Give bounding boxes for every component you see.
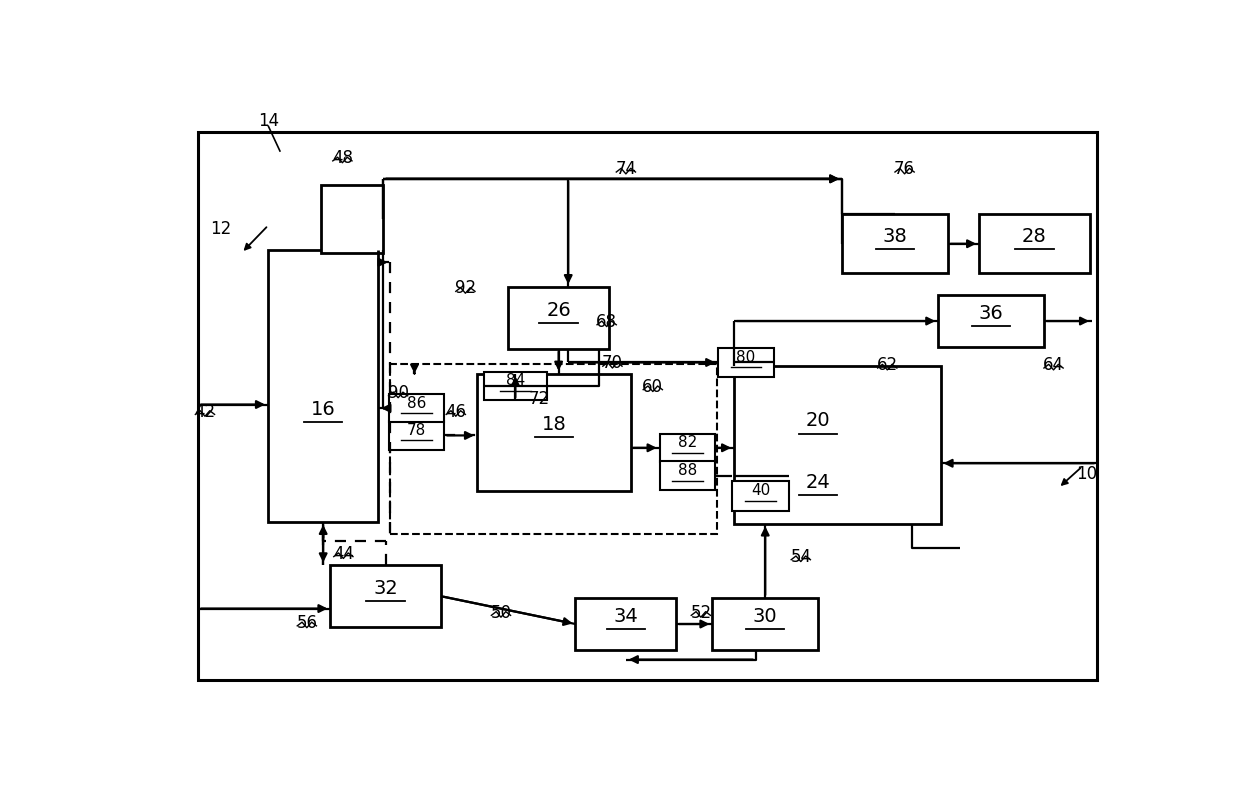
Text: 78: 78 xyxy=(407,422,427,437)
Text: 24: 24 xyxy=(806,472,831,492)
Bar xyxy=(660,462,715,490)
Text: 34: 34 xyxy=(614,606,639,625)
Text: 28: 28 xyxy=(1022,226,1047,245)
Bar xyxy=(660,434,715,463)
Bar xyxy=(734,367,941,524)
Bar xyxy=(508,288,609,350)
Text: 60: 60 xyxy=(642,378,663,395)
Text: 10: 10 xyxy=(1076,464,1097,482)
Text: 40: 40 xyxy=(750,483,770,498)
Bar xyxy=(388,395,444,423)
Text: 12: 12 xyxy=(210,220,231,238)
Text: 16: 16 xyxy=(311,399,336,418)
Bar xyxy=(712,598,818,650)
Text: 48: 48 xyxy=(332,149,353,167)
Text: 82: 82 xyxy=(678,435,697,450)
Text: 56: 56 xyxy=(296,614,317,631)
Text: 14: 14 xyxy=(258,112,279,130)
Bar xyxy=(477,374,631,492)
Text: 18: 18 xyxy=(542,415,567,434)
Text: 44: 44 xyxy=(332,545,353,562)
Text: 36: 36 xyxy=(978,303,1003,322)
Bar xyxy=(939,295,1044,348)
Text: 38: 38 xyxy=(883,226,908,245)
Text: 80: 80 xyxy=(737,350,755,364)
Bar xyxy=(718,349,774,377)
Text: 88: 88 xyxy=(678,463,697,477)
Text: 74: 74 xyxy=(615,160,636,178)
Text: 70: 70 xyxy=(601,354,622,372)
Text: 42: 42 xyxy=(195,402,216,420)
Text: 32: 32 xyxy=(373,578,398,597)
Text: 72: 72 xyxy=(528,390,551,408)
Text: 90: 90 xyxy=(388,383,409,402)
Bar xyxy=(484,372,547,401)
Text: 30: 30 xyxy=(753,606,777,625)
Text: 50: 50 xyxy=(491,603,511,621)
Bar xyxy=(575,598,676,650)
Text: 92: 92 xyxy=(455,278,476,297)
Text: 86: 86 xyxy=(407,395,427,410)
Text: 84: 84 xyxy=(506,373,525,388)
Text: 62: 62 xyxy=(877,356,898,374)
Text: 64: 64 xyxy=(1043,356,1064,374)
Bar xyxy=(391,365,717,535)
Text: 46: 46 xyxy=(445,402,466,420)
Bar xyxy=(268,250,378,522)
Text: 76: 76 xyxy=(894,160,915,178)
Bar xyxy=(980,215,1090,273)
Bar xyxy=(732,481,789,511)
Text: 26: 26 xyxy=(547,301,570,319)
Bar xyxy=(330,565,441,627)
Bar xyxy=(388,422,444,450)
Text: 20: 20 xyxy=(806,411,831,430)
Text: 68: 68 xyxy=(596,313,618,330)
Bar xyxy=(842,215,947,273)
Bar xyxy=(321,186,383,253)
Text: 54: 54 xyxy=(790,547,811,565)
Bar xyxy=(198,133,1097,680)
Text: 52: 52 xyxy=(691,603,712,621)
